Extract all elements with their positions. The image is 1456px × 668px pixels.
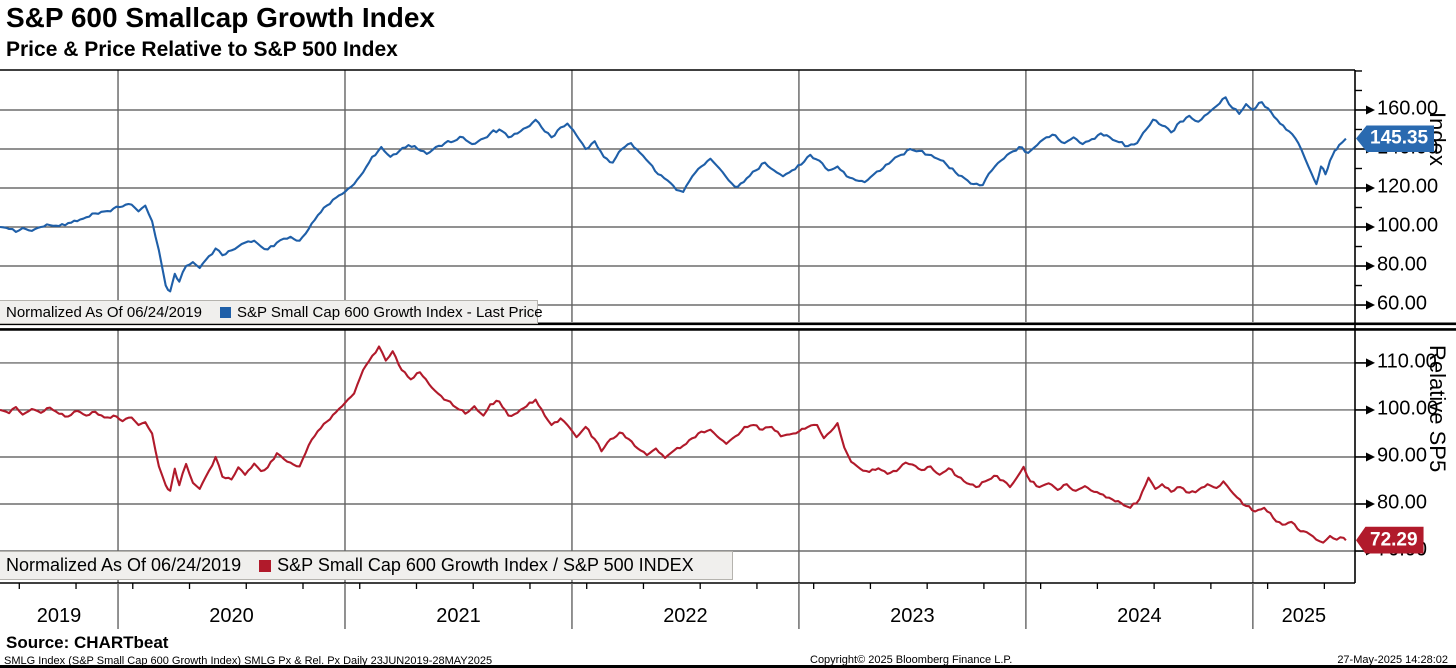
page-title: S&P 600 Smallcap Growth Index — [6, 2, 435, 33]
year-label: 2025 — [1281, 605, 1327, 627]
year-label: 2021 — [436, 605, 481, 627]
ytick-label: 80.00 — [1377, 253, 1428, 276]
copyright-label: Copyright© 2025 Bloomberg Finance L.P. — [810, 654, 1013, 666]
top-panel-legend: Normalized As Of 06/24/2019 S&P Small Ca… — [0, 300, 543, 324]
year-label: 2023 — [890, 605, 935, 627]
ytick-label: 160.00 — [1377, 97, 1439, 120]
ytick-label: 100.00 — [1377, 397, 1439, 420]
chart-description: SMLG Index (S&P Small Cap 600 Growth Ind… — [4, 655, 493, 667]
last-price-tag-relative: 72.29 — [1356, 526, 1424, 554]
ytick-label: 80.00 — [1377, 491, 1428, 514]
top-legend-series-label: S&P Small Cap 600 Growth Index - Last Pr… — [236, 303, 543, 321]
year-label: 2024 — [1117, 605, 1162, 627]
source-label: Source: CHARTbeat — [6, 633, 169, 652]
ytick-label: 100.00 — [1377, 214, 1439, 237]
page-subtitle: Price & Price Relative to S&P 500 Index — [6, 38, 398, 61]
year-label: 2019 — [36, 605, 82, 627]
timestamp-label: 27-May-2025 14:28:02 — [1337, 654, 1448, 666]
bottom-panel-axis-title: Relative SP5 — [1425, 345, 1450, 473]
bottom-legend-normalized-label: Normalized As Of 06/24/2019 — [6, 555, 242, 575]
year-label: 2022 — [663, 605, 708, 627]
last-price-tag-index: 145.35 — [1356, 125, 1435, 153]
year-label: 2020 — [209, 605, 254, 627]
ytick-label: 110.00 — [1377, 350, 1437, 373]
bottom-border-bar — [0, 665, 1456, 668]
red-series-swatch-icon — [259, 559, 272, 572]
blue-series-swatch-icon — [219, 306, 231, 318]
bottom-panel-legend: Normalized As Of 06/24/2019 S&P Small Ca… — [0, 551, 733, 580]
top-legend-normalized-label: Normalized As Of 06/24/2019 — [6, 303, 202, 321]
ytick-label: 120.00 — [1377, 175, 1439, 198]
ytick-label: 90.00 — [1377, 444, 1428, 467]
ytick-label: 60.00 — [1377, 292, 1428, 315]
bottom-legend-series-label: S&P Small Cap 600 Growth Index / S&P 500… — [277, 555, 694, 575]
